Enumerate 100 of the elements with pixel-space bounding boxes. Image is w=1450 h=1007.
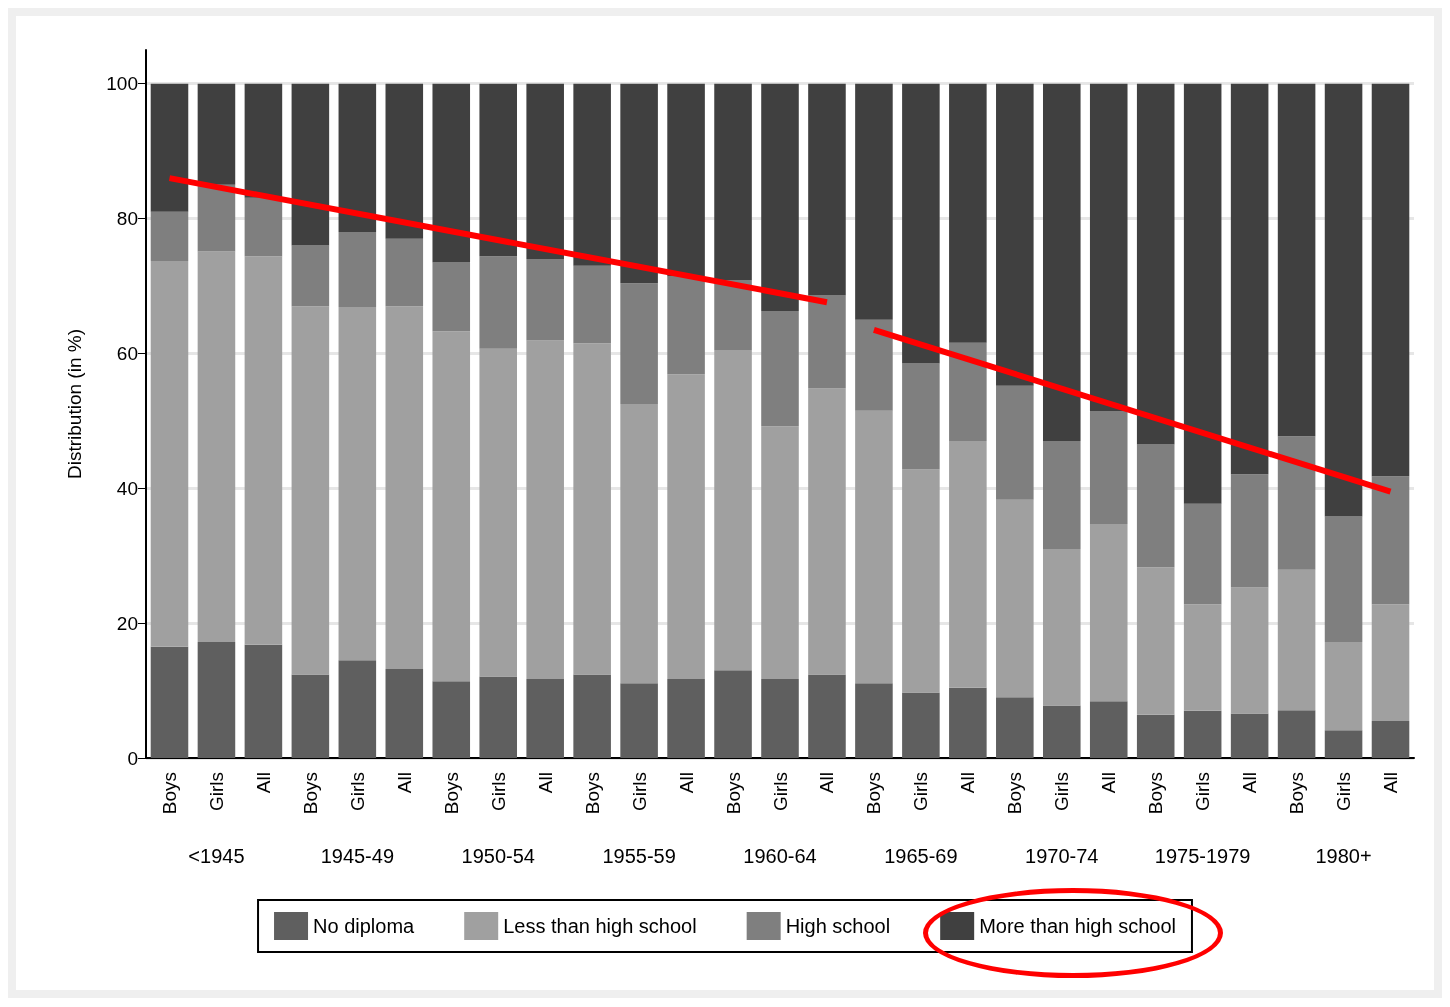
bar <box>338 232 377 307</box>
bar <box>1042 441 1081 549</box>
bar <box>432 331 471 682</box>
x-tick-label: All <box>393 772 415 794</box>
x-tick-label: All <box>675 772 697 794</box>
bar <box>244 256 283 645</box>
y-tick-label: 0 <box>127 747 138 769</box>
x-tick-label: Boys <box>1004 772 1026 815</box>
bar <box>197 251 236 643</box>
bar <box>855 683 893 758</box>
bar <box>479 348 518 677</box>
bar <box>1277 83 1316 437</box>
x-tick-label: All <box>1098 772 1120 794</box>
bar <box>1230 83 1269 475</box>
bar <box>432 262 471 332</box>
x-tick-label: Girls <box>628 772 650 812</box>
legend-label: No diploma <box>313 915 416 937</box>
text: 1980+ <box>1315 845 1372 867</box>
bar <box>244 83 283 198</box>
y-tick-label: 80 <box>116 208 138 230</box>
bar <box>667 679 705 758</box>
bar <box>197 83 236 185</box>
text: 1950-54 <box>461 845 535 867</box>
bar <box>949 342 987 442</box>
x-tick-label: Girls <box>1051 772 1073 812</box>
legend-label: High school <box>785 915 891 937</box>
bar <box>1277 710 1316 758</box>
bar <box>150 211 189 262</box>
bar <box>1183 503 1222 605</box>
bar <box>573 83 611 266</box>
bar <box>1183 710 1222 758</box>
bar <box>479 83 518 257</box>
bar <box>996 499 1034 698</box>
bar <box>1089 701 1128 758</box>
bar <box>479 256 518 349</box>
x-tick-label: All <box>816 772 838 794</box>
x-tick-label: Boys <box>1286 772 1308 815</box>
bar <box>338 306 377 661</box>
y-tick-label: 40 <box>116 477 138 499</box>
bar <box>855 83 893 320</box>
bar <box>855 410 893 684</box>
bar <box>620 404 658 684</box>
bar <box>996 385 1034 500</box>
bar <box>902 363 940 470</box>
bar <box>1183 83 1222 504</box>
bar <box>1324 83 1363 517</box>
bar <box>197 642 236 758</box>
bar <box>1371 476 1410 605</box>
x-tick-label: Boys <box>722 772 744 815</box>
bar <box>244 197 283 257</box>
bar <box>432 83 471 263</box>
bar <box>855 319 893 411</box>
bar <box>526 340 564 680</box>
x-tick-label: Girls <box>1192 772 1214 812</box>
bar <box>996 697 1034 758</box>
bar <box>432 681 471 758</box>
bar <box>902 83 940 364</box>
bar <box>573 674 611 758</box>
bar <box>526 679 564 758</box>
bar <box>761 83 799 311</box>
bar <box>291 674 330 758</box>
legend-label: More than high school <box>979 915 1176 937</box>
x-tick-label: All <box>1239 772 1261 794</box>
bar <box>761 310 799 427</box>
bar <box>1089 411 1128 525</box>
x-tick-label: Boys <box>1145 772 1167 815</box>
bar <box>1371 604 1410 721</box>
bar <box>385 668 424 758</box>
bar <box>714 670 752 758</box>
x-tick-label: Girls <box>910 772 932 812</box>
bar <box>150 261 189 647</box>
bar <box>338 83 377 233</box>
bar <box>714 83 752 281</box>
bar <box>150 646 189 758</box>
x-tick-label: All <box>534 772 556 794</box>
bar <box>526 83 564 260</box>
bar <box>338 660 377 758</box>
bar <box>1136 714 1175 758</box>
bar <box>620 83 658 284</box>
legend-label: Less than high school <box>503 915 697 937</box>
bar <box>573 265 611 344</box>
x-tick-label: Girls <box>205 772 227 812</box>
bar <box>385 306 424 669</box>
x-tick-label: Girls <box>769 772 791 812</box>
bar <box>902 692 940 758</box>
bar <box>1324 730 1363 758</box>
bar <box>1230 713 1269 758</box>
bar <box>1277 436 1316 570</box>
bar <box>1042 83 1081 442</box>
bar <box>1277 569 1316 711</box>
bar <box>1183 604 1222 711</box>
x-tick-label: All <box>252 772 274 794</box>
y-tick-label: 60 <box>116 342 138 364</box>
bar <box>1230 587 1269 714</box>
bar <box>808 295 846 389</box>
x-tick-label: Boys <box>863 772 885 815</box>
bar <box>1089 524 1128 702</box>
x-tick-label: All <box>1380 772 1402 794</box>
bar <box>1324 642 1363 731</box>
bar <box>1089 83 1128 412</box>
